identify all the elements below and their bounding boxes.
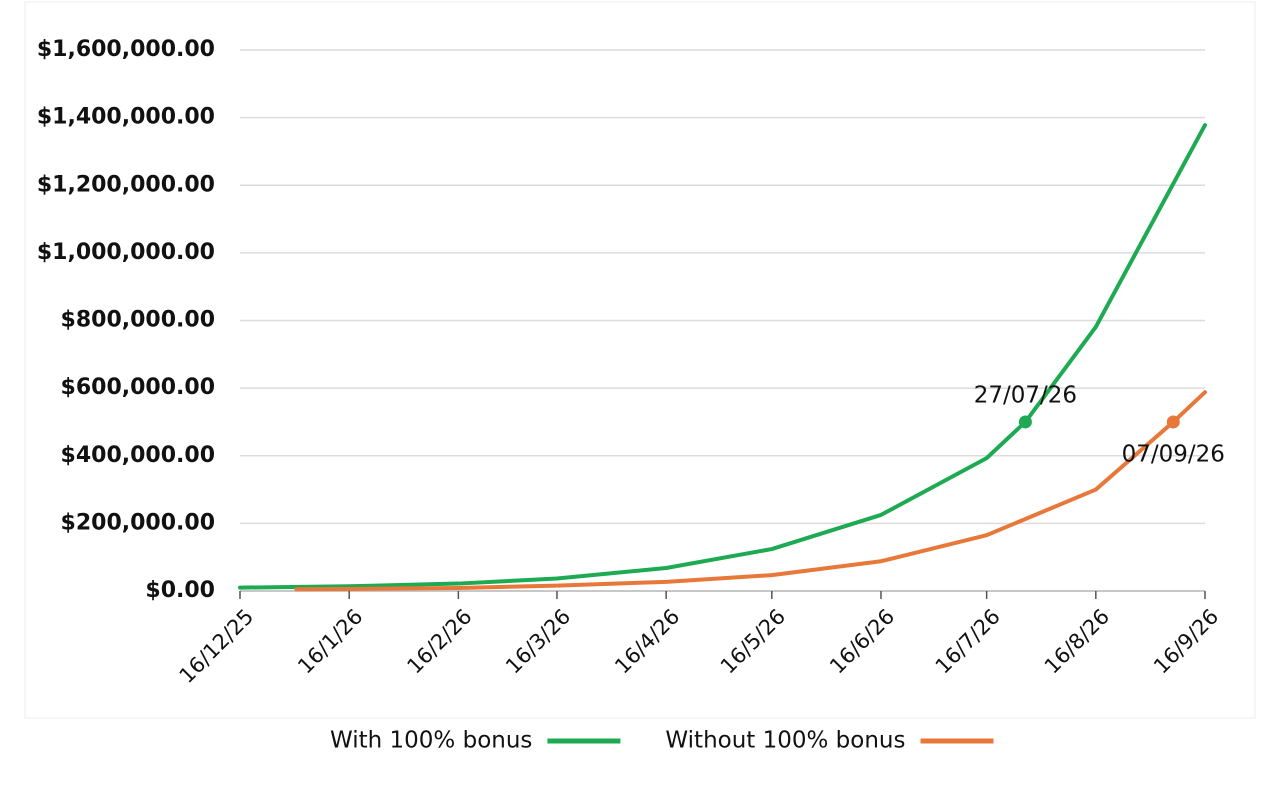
line-series bbox=[238, 123, 1207, 590]
y-tick-label: $1,600,000.00 bbox=[37, 37, 215, 62]
legend-label: Without 100% bonus bbox=[665, 728, 905, 754]
annotation-label: 07/09/26 bbox=[1122, 441, 1225, 467]
annotation-point bbox=[1166, 415, 1180, 429]
y-tick-label: $400,000.00 bbox=[61, 443, 215, 468]
line-series bbox=[294, 390, 1207, 592]
annotation-label: 27/07/26 bbox=[974, 382, 1077, 408]
y-tick-label: $1,000,000.00 bbox=[37, 240, 215, 265]
annotation-point bbox=[1018, 415, 1032, 429]
legend-label: With 100% bonus bbox=[330, 728, 532, 754]
y-tick-label: $200,000.00 bbox=[61, 510, 215, 535]
y-tick-label: $800,000.00 bbox=[61, 308, 215, 333]
y-tick-label: $1,200,000.00 bbox=[37, 172, 215, 197]
chart-panel bbox=[24, 1, 1256, 719]
y-tick-label: $1,400,000.00 bbox=[37, 105, 215, 130]
y-tick-label: $0.00 bbox=[145, 578, 215, 603]
y-tick-label: $600,000.00 bbox=[61, 375, 215, 400]
